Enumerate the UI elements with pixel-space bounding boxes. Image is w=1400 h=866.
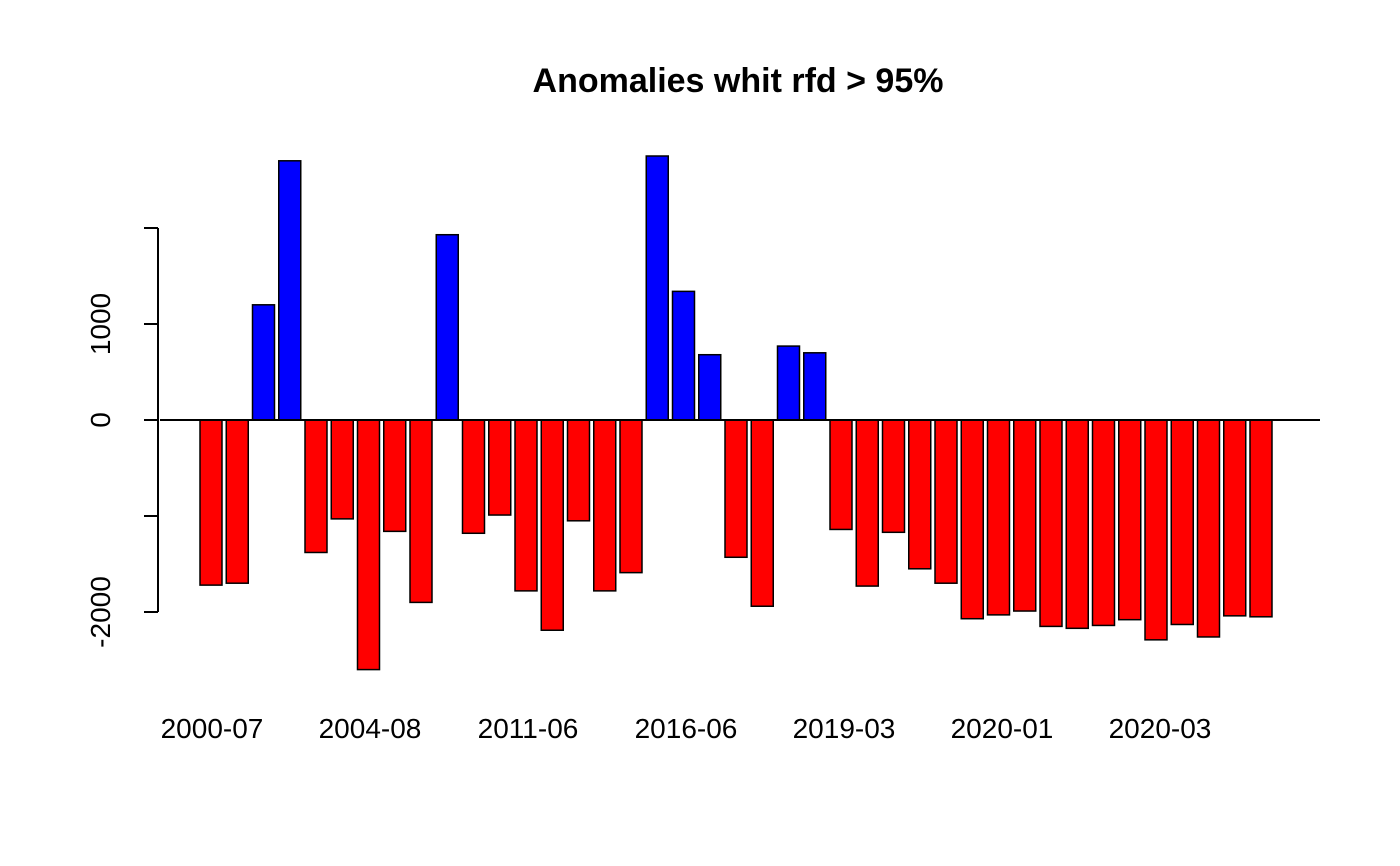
x-tick-label: 2016-06 [635,713,738,744]
bar-25 [829,419,853,531]
y-axis: -2000 0 1000 [85,227,159,648]
x-tick-label: 2011-06 [478,713,579,744]
x-tick-label: 2020-03 [1109,713,1212,744]
bar-37 [1144,419,1168,641]
bar-35 [1091,419,1116,627]
bar-18 [645,155,669,421]
y-tick-label: -2000 [85,576,116,648]
bar-28 [908,419,932,570]
bar-14 [540,419,564,631]
bar-24 [803,352,827,421]
chart-title: Anomalies whit rfd > 95% [533,62,944,100]
bar-23 [776,345,801,421]
bar-32 [1013,419,1037,612]
bar-27 [881,419,906,534]
bar-1 [199,419,223,586]
x-tick-label: 2000-07 [161,713,264,744]
bar-16 [593,419,617,592]
bar-4 [278,160,302,421]
bar-13 [514,419,538,592]
x-tick-label: 2019-03 [793,713,896,744]
bar-20 [698,353,722,421]
bar-10 [435,233,459,421]
bar-31 [986,419,1011,616]
bar-22 [750,419,774,607]
bar-7 [356,419,381,671]
y-tick-label: 1000 [85,293,116,355]
x-axis-labels: 2000-07 2004-08 2011-06 2016-06 2019-03 2020-… [161,713,1212,744]
bar-34 [1065,419,1089,630]
bar-40 [1223,419,1247,617]
bar-21 [724,419,748,559]
bar-15 [566,419,591,522]
x-tick-label: 2020-01 [951,713,1054,744]
bar-2 [225,419,249,584]
bar-11 [461,419,486,535]
bar-41 [1249,419,1273,618]
bar-29 [934,419,958,584]
bar-30 [960,419,984,620]
bar-33 [1039,419,1063,628]
bar-26 [855,419,879,587]
bars-group [199,155,1273,671]
y-tick-label: 0 [85,412,116,428]
bar-19 [671,290,696,421]
bar-39 [1196,419,1221,638]
bar-38 [1170,419,1194,626]
bar-8 [383,419,407,533]
bar-17 [619,419,643,574]
bar-9 [409,419,433,604]
bar-36 [1118,419,1142,621]
bar-5 [304,419,328,554]
bar-12 [488,419,512,516]
x-tick-label: 2004-08 [319,713,422,744]
bar-6 [330,419,354,520]
bar-3 [251,304,276,421]
